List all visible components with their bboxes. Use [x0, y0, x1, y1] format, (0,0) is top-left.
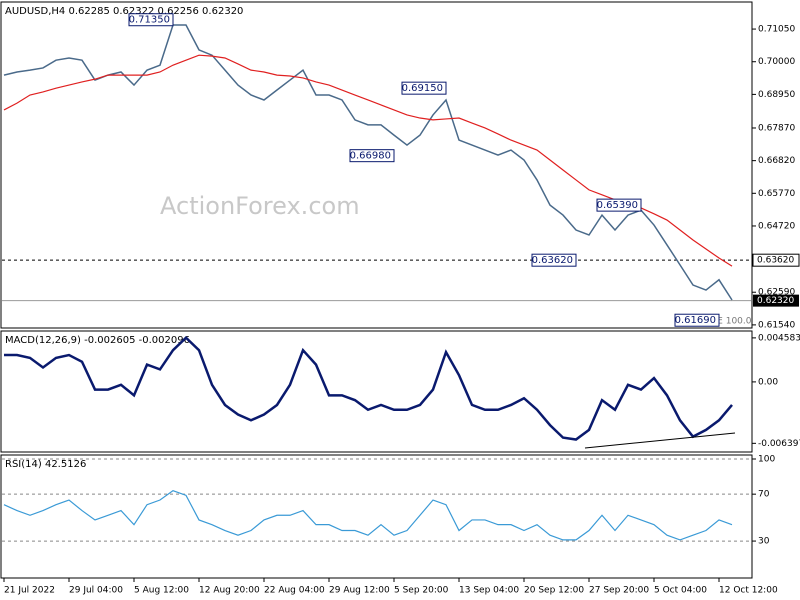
series-line — [4, 335, 733, 441]
x-tick-label: 20 Sep 12:00 — [524, 586, 584, 596]
rsi-panel — [0, 454, 753, 579]
y-tick-label: 0.66820 — [758, 156, 795, 166]
y-tick-label: 0.00 — [758, 377, 778, 387]
panel-title: AUDUSD,H4 0.62285 0.62322 0.62256 0.6232… — [5, 6, 243, 17]
y-tick-label: 30 — [758, 537, 770, 547]
price-panel — [0, 1, 753, 329]
x-tick-label: 5 Sep 20:00 — [394, 586, 449, 596]
series-line — [3, 54, 733, 267]
y-tick-label: 0.004583 — [758, 333, 800, 343]
annotation-box — [531, 253, 577, 267]
x-tick-label: 5 Aug 12:00 — [134, 586, 189, 596]
x-tick-label: 21 Jul 2022 — [4, 586, 55, 596]
annotation-box — [349, 149, 395, 163]
series-line — [3, 489, 733, 541]
panel-title: MACD(12,26,9) -0.002605 -0.002096 — [5, 335, 190, 346]
annotation-box — [401, 81, 447, 95]
annotation-box — [674, 313, 720, 327]
macd-panel — [0, 330, 753, 453]
x-tick-label: 5 Oct 04:00 — [654, 586, 707, 596]
x-tick-label: 29 Aug 12:00 — [329, 586, 390, 596]
y-tick-label: 0.68950 — [758, 90, 795, 100]
x-tick-label: 13 Sep 04:00 — [459, 586, 519, 596]
fe-label: FE 100.0 — [712, 317, 752, 327]
last-price-box — [753, 294, 799, 307]
annotation-box — [128, 13, 174, 27]
annotation-label: 0.71350 — [129, 15, 170, 26]
y-tick-label: 100 — [758, 454, 775, 464]
y-tick-label: 0.71050 — [758, 25, 795, 35]
y-tick-label: 70 — [758, 490, 770, 500]
x-tick-label: 12 Aug 20:00 — [199, 586, 260, 596]
series-line — [3, 24, 733, 301]
watermark: ActionForex.com — [160, 192, 360, 220]
annotation-box — [596, 198, 642, 212]
trendline — [584, 432, 736, 449]
level-box — [752, 253, 800, 267]
annotation-label: 0.65390 — [597, 200, 638, 211]
y-tick-label: -0.006397 — [758, 439, 800, 449]
annotation-label: 0.66980 — [350, 151, 391, 162]
level-label: 0.63620 — [757, 256, 794, 266]
annotation-label: 0.63620 — [532, 255, 573, 266]
x-tick-label: 22 Aug 04:00 — [264, 586, 325, 596]
annotation-label: 0.69150 — [402, 83, 443, 94]
x-tick-label: 12 Oct 12:00 — [719, 586, 778, 596]
x-tick-label: 27 Sep 20:00 — [589, 586, 649, 596]
y-tick-label: 0.62590 — [758, 288, 795, 298]
y-tick-label: 0.70000 — [758, 57, 795, 67]
last-price-label: 0.62320 — [757, 296, 794, 306]
panel-title: RSI(14) 42.5126 — [5, 459, 86, 470]
y-tick-label: 0.67870 — [758, 123, 795, 133]
annotation-label: 0.61690 — [675, 315, 716, 326]
y-tick-label: 0.64720 — [758, 221, 795, 231]
y-tick-label: 0.65770 — [758, 189, 795, 199]
x-tick-label: 29 Jul 04:00 — [69, 586, 123, 596]
y-tick-label: 0.61540 — [758, 320, 795, 330]
